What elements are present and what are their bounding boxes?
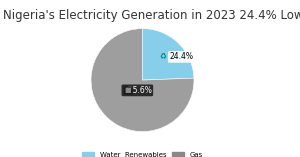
Text: 75.6%: 75.6% [123, 86, 152, 95]
Wedge shape [142, 29, 194, 80]
Text: ■: ■ [125, 87, 131, 93]
Legend: Water  Renewables, Gas: Water Renewables, Gas [82, 152, 203, 157]
Text: 24.4%: 24.4% [169, 52, 193, 61]
Text: ♻: ♻ [160, 52, 167, 61]
Text: Nigeria's Electricity Generation in 2023 24.4% Low Carbon: Nigeria's Electricity Generation in 2023… [3, 9, 300, 22]
Wedge shape [91, 29, 194, 132]
